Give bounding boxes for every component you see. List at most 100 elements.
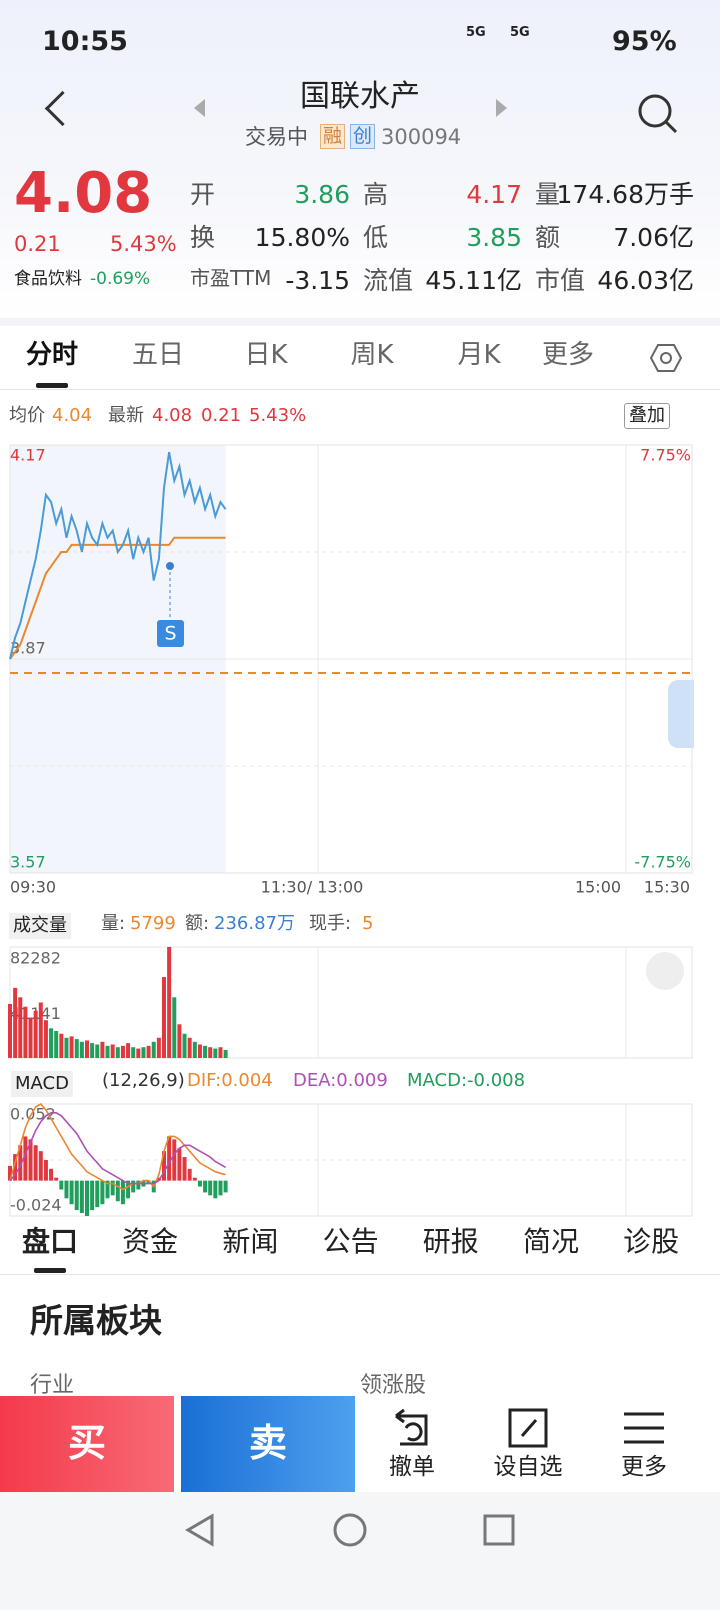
macd-bar bbox=[100, 1180, 105, 1205]
overlay-button[interactable]: 叠加 bbox=[624, 403, 670, 429]
quote-label: 高 bbox=[363, 180, 389, 209]
avg-label: 均价 bbox=[9, 405, 45, 426]
macd-bar bbox=[105, 1180, 110, 1199]
quote-value: 45.11亿 bbox=[425, 266, 522, 295]
sell-button-bg[interactable] bbox=[181, 1396, 355, 1492]
macd-bar bbox=[126, 1180, 131, 1199]
section-col: 领涨股 bbox=[360, 1373, 427, 1398]
next-stock[interactable] bbox=[496, 99, 507, 117]
chart-tab[interactable]: 月K bbox=[457, 340, 501, 370]
chart-tab[interactable]: 日K bbox=[244, 340, 288, 370]
volume-bar bbox=[115, 1047, 120, 1058]
macd-bar bbox=[177, 1148, 182, 1181]
stock-name: 国联水产 bbox=[300, 79, 420, 114]
action-item[interactable]: 设自选 bbox=[493, 1454, 563, 1480]
info-tab[interactable]: 公告 bbox=[322, 1225, 379, 1258]
collapse-handle[interactable] bbox=[668, 680, 694, 748]
volume-bar bbox=[218, 1047, 223, 1058]
quote-value: 4.17 bbox=[466, 180, 522, 209]
pct-tick-label: -7.75% bbox=[634, 853, 691, 872]
action-item[interactable]: 更多 bbox=[621, 1454, 667, 1480]
quote-label: 低 bbox=[363, 223, 389, 252]
amt-label: 额: bbox=[185, 913, 210, 934]
volume-bar bbox=[197, 1044, 202, 1058]
macd-bar bbox=[223, 1180, 228, 1193]
volume-bar bbox=[192, 1041, 197, 1058]
quote-label: 换 bbox=[190, 223, 216, 252]
network: 5G bbox=[510, 25, 530, 40]
cancel-icon[interactable] bbox=[392, 1408, 432, 1448]
volume-bar bbox=[213, 1048, 218, 1058]
volume-bar bbox=[146, 1045, 151, 1058]
chart-tab[interactable]: 分时 bbox=[25, 340, 79, 370]
quote-value: 3.85 bbox=[466, 223, 522, 252]
macd-bar bbox=[59, 1180, 64, 1190]
quote-value: -3.15 bbox=[285, 266, 350, 295]
volume-bar bbox=[156, 1037, 161, 1058]
macd-bar bbox=[49, 1168, 54, 1181]
volume-bar bbox=[167, 947, 172, 1058]
volume-bar bbox=[64, 1037, 69, 1058]
status-time: 10:55 bbox=[42, 26, 128, 57]
volume-bar bbox=[105, 1045, 110, 1058]
sell-button[interactable]: 卖 bbox=[248, 1421, 288, 1465]
quote-value: 46.03亿 bbox=[597, 266, 694, 295]
volume-bar bbox=[28, 1017, 33, 1058]
volume-bar bbox=[74, 1039, 79, 1058]
sector-name[interactable]: 食品饮料 bbox=[14, 269, 82, 289]
info-tab[interactable]: 研报 bbox=[422, 1225, 479, 1258]
macd-bar bbox=[38, 1151, 43, 1181]
quote-label: 流值 bbox=[363, 266, 414, 295]
volume-bar bbox=[13, 987, 18, 1058]
sector-pct[interactable]: -0.69% bbox=[90, 269, 151, 289]
volume-bar bbox=[151, 1041, 156, 1058]
y-tick-label: 3.87 bbox=[10, 639, 46, 658]
macd-bar bbox=[95, 1180, 100, 1208]
y-tick-label: 82282 bbox=[10, 949, 61, 968]
volume-bar bbox=[18, 997, 23, 1058]
search-button[interactable] bbox=[636, 92, 680, 136]
avg-value: 4.04 bbox=[52, 405, 93, 426]
volume-bar bbox=[223, 1049, 228, 1058]
macd-bar bbox=[23, 1136, 28, 1181]
expand-icon[interactable] bbox=[646, 952, 684, 990]
volume-bar bbox=[110, 1044, 115, 1058]
volume-selector[interactable]: 成交量 bbox=[9, 913, 71, 939]
settings-icon[interactable] bbox=[650, 342, 682, 374]
y-tick-label: 3.57 bbox=[10, 853, 46, 872]
info-tab[interactable]: 新闻 bbox=[222, 1225, 279, 1258]
chart-tab[interactable]: 周K bbox=[350, 340, 394, 370]
macd-bar bbox=[167, 1136, 172, 1181]
buy-button[interactable]: 买 bbox=[67, 1421, 107, 1465]
action-item[interactable]: 撤单 bbox=[389, 1454, 435, 1480]
prev-stock[interactable] bbox=[194, 99, 205, 117]
buy-button-bg[interactable] bbox=[0, 1396, 174, 1492]
vol-label: 量: bbox=[101, 913, 126, 934]
pct-change: 5.43% bbox=[110, 232, 177, 256]
macd-bar bbox=[115, 1180, 120, 1202]
price-line bbox=[9, 451, 227, 660]
info-tab[interactable]: 盘口 bbox=[21, 1225, 79, 1258]
quote-label: 量 bbox=[535, 180, 561, 209]
info-tab[interactable]: 资金 bbox=[122, 1225, 179, 1258]
volume-bar bbox=[59, 1033, 64, 1058]
nav-buttons[interactable] bbox=[180, 1510, 540, 1550]
more-icon[interactable] bbox=[624, 1410, 664, 1446]
info-tab[interactable]: 诊股 bbox=[623, 1225, 680, 1258]
avg-line bbox=[9, 536, 226, 660]
macd-bar bbox=[13, 1154, 18, 1181]
volume-bar bbox=[95, 1044, 100, 1058]
watchlist-icon[interactable] bbox=[508, 1408, 548, 1448]
stock-code: 300094 bbox=[381, 125, 462, 149]
macd-selector[interactable]: MACD bbox=[11, 1071, 73, 1097]
chart-tab[interactable]: 五日 bbox=[131, 340, 185, 370]
macd-bar bbox=[85, 1180, 89, 1216]
trade-marker bbox=[157, 620, 184, 647]
chart-tab[interactable]: 更多 bbox=[541, 340, 595, 370]
volume-bar bbox=[120, 1045, 125, 1058]
macd-bar bbox=[208, 1180, 213, 1196]
macd-bar bbox=[218, 1180, 223, 1196]
quote-value: 3.86 bbox=[294, 180, 350, 209]
info-tab[interactable]: 简况 bbox=[522, 1225, 580, 1258]
